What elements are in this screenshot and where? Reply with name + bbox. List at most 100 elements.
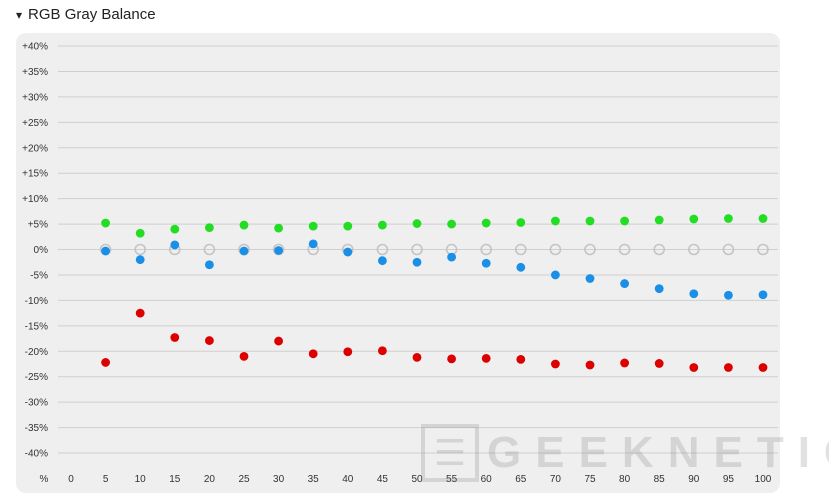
- point-green: [343, 221, 353, 231]
- point-green: [170, 224, 180, 234]
- point-blue: [378, 256, 387, 266]
- x-tick-label: 55: [446, 474, 458, 485]
- collapse-caret-icon[interactable]: ▾: [16, 7, 23, 22]
- point-green: [135, 228, 145, 238]
- point-reference: [757, 243, 769, 256]
- point-blue: [239, 246, 249, 256]
- x-tick-label: 45: [377, 474, 389, 485]
- point-red: [343, 347, 353, 357]
- point-red: [170, 333, 180, 342]
- grid-lines: [58, 45, 778, 454]
- point-blue: [724, 290, 733, 300]
- point-green: [205, 223, 214, 233]
- point-blue: [412, 257, 422, 267]
- section-title: RGB Gray Balance: [28, 6, 156, 23]
- x-tick-label: 25: [238, 474, 250, 485]
- point-green: [274, 223, 283, 233]
- point-reference: [722, 243, 735, 256]
- point-reference: [203, 243, 216, 256]
- point-green: [758, 214, 768, 223]
- point-red: [412, 352, 422, 362]
- x-tick-label: 65: [515, 474, 527, 485]
- point-green: [308, 221, 318, 231]
- point-red: [308, 349, 318, 359]
- y-tick-label: -15%: [25, 321, 48, 332]
- point-green: [654, 215, 664, 225]
- y-tick-label: -10%: [25, 296, 48, 307]
- point-blue: [516, 262, 526, 272]
- x-tick-label: 85: [654, 474, 666, 485]
- x-tick-label: 30: [273, 474, 285, 485]
- point-blue: [170, 240, 180, 250]
- x-tick-label: 50: [411, 474, 423, 485]
- point-blue: [758, 290, 768, 300]
- point-blue: [620, 279, 629, 288]
- x-tick-labels: % 0 5 10 15 20 25 30 35 40 45 50 55 60 65 70 75 80 85 90 95 1…: [40, 474, 772, 485]
- point-reference: [653, 243, 666, 256]
- point-red: [516, 354, 526, 364]
- x-tick-label: 40: [342, 474, 354, 485]
- y-tick-label: -25%: [25, 372, 48, 383]
- point-reference: [376, 243, 389, 256]
- x-tick-label: 70: [550, 474, 562, 485]
- point-green: [447, 219, 456, 229]
- x-axis-unit-label: %: [40, 474, 49, 485]
- point-reference: [411, 243, 423, 256]
- point-green: [551, 216, 560, 226]
- point-blue: [135, 255, 145, 265]
- series-reference: [99, 243, 769, 256]
- point-reference: [514, 243, 527, 256]
- point-green: [689, 214, 699, 224]
- y-tick-label: 0%: [34, 245, 49, 256]
- x-tick-label: 60: [481, 474, 493, 485]
- point-reference: [584, 243, 596, 256]
- data-series: [99, 214, 769, 372]
- y-tick-label: +30%: [22, 92, 48, 103]
- point-green: [378, 220, 387, 230]
- x-tick-label: 15: [169, 474, 181, 485]
- x-tick-label: 75: [584, 474, 596, 485]
- x-tick-label: 10: [135, 474, 147, 485]
- series-red: [101, 308, 768, 372]
- point-green: [412, 219, 422, 228]
- point-blue: [343, 247, 353, 257]
- point-green: [620, 216, 629, 226]
- y-tick-label: -40%: [25, 449, 48, 460]
- x-tick-label: 0: [68, 474, 74, 485]
- y-tick-label: -35%: [25, 423, 48, 434]
- point-red: [447, 354, 456, 364]
- point-blue: [654, 284, 664, 294]
- point-red: [101, 358, 110, 367]
- y-tick-label: -20%: [25, 347, 48, 358]
- point-red: [481, 353, 491, 363]
- x-tick-label: 35: [308, 474, 320, 485]
- point-reference: [480, 243, 493, 256]
- point-reference: [134, 243, 146, 256]
- point-reference: [549, 243, 562, 256]
- y-tick-label: +5%: [28, 220, 48, 231]
- point-blue: [274, 246, 283, 255]
- point-reference: [618, 243, 631, 256]
- y-tick-label: -5%: [30, 270, 48, 281]
- x-tick-label: 90: [688, 474, 700, 485]
- y-tick-label: +40%: [22, 42, 48, 53]
- y-tick-label: +10%: [22, 194, 48, 205]
- point-red: [551, 359, 560, 369]
- point-red: [239, 351, 249, 361]
- section-header[interactable]: ▾ RGB Gray Balance: [16, 6, 156, 23]
- point-red: [205, 336, 214, 345]
- point-blue: [689, 289, 699, 299]
- x-tick-label: 100: [755, 474, 772, 485]
- series-green: [101, 214, 768, 238]
- x-tick-label: 80: [619, 474, 631, 485]
- x-tick-label: 5: [103, 474, 109, 485]
- y-tick-label: -30%: [25, 398, 48, 409]
- y-tick-label: +20%: [22, 143, 48, 154]
- point-green: [585, 216, 595, 226]
- x-tick-label: 20: [204, 474, 216, 485]
- point-red: [620, 358, 629, 368]
- point-blue: [447, 252, 456, 262]
- point-green: [239, 220, 249, 230]
- y-tick-label: +25%: [22, 118, 48, 129]
